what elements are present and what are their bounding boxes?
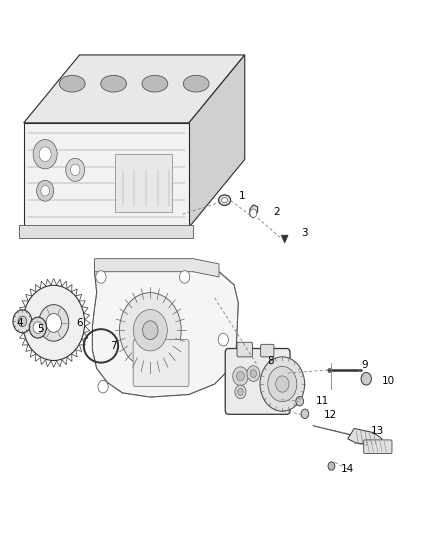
FancyBboxPatch shape xyxy=(19,225,193,238)
Text: 2: 2 xyxy=(274,207,280,216)
Circle shape xyxy=(237,372,244,381)
Text: 1: 1 xyxy=(239,191,246,201)
Text: 5: 5 xyxy=(38,324,44,334)
Circle shape xyxy=(23,285,85,360)
Circle shape xyxy=(66,158,85,181)
FancyBboxPatch shape xyxy=(237,342,252,357)
Polygon shape xyxy=(250,205,258,218)
Circle shape xyxy=(296,397,304,406)
Circle shape xyxy=(180,271,190,283)
Circle shape xyxy=(218,333,229,346)
Ellipse shape xyxy=(184,75,209,92)
Circle shape xyxy=(98,381,108,393)
Circle shape xyxy=(238,389,243,395)
Text: 8: 8 xyxy=(267,356,274,366)
FancyBboxPatch shape xyxy=(115,154,173,212)
Circle shape xyxy=(143,321,158,340)
Text: 11: 11 xyxy=(315,396,328,406)
Circle shape xyxy=(71,164,80,175)
Polygon shape xyxy=(24,55,245,123)
Circle shape xyxy=(276,376,289,392)
Text: 6: 6 xyxy=(76,318,83,328)
Text: 3: 3 xyxy=(301,228,308,238)
FancyBboxPatch shape xyxy=(225,349,290,414)
Circle shape xyxy=(46,313,61,332)
Circle shape xyxy=(133,310,167,351)
Ellipse shape xyxy=(219,195,230,205)
Circle shape xyxy=(250,370,257,377)
Polygon shape xyxy=(348,429,382,445)
Circle shape xyxy=(361,373,371,385)
Ellipse shape xyxy=(60,75,85,92)
Polygon shape xyxy=(95,259,219,277)
Polygon shape xyxy=(24,123,189,228)
Text: 13: 13 xyxy=(371,426,385,436)
Text: 7: 7 xyxy=(110,341,117,351)
Circle shape xyxy=(33,140,57,169)
Ellipse shape xyxy=(101,75,127,92)
Text: 14: 14 xyxy=(341,464,354,474)
Circle shape xyxy=(247,366,260,382)
Circle shape xyxy=(39,147,51,161)
Text: 12: 12 xyxy=(324,410,337,421)
Circle shape xyxy=(18,316,27,327)
Text: 10: 10 xyxy=(382,376,395,386)
Circle shape xyxy=(41,185,49,196)
Polygon shape xyxy=(281,235,288,243)
FancyBboxPatch shape xyxy=(133,340,189,386)
Circle shape xyxy=(233,367,248,385)
Circle shape xyxy=(250,209,257,217)
Circle shape xyxy=(13,310,32,333)
FancyBboxPatch shape xyxy=(261,344,274,357)
Circle shape xyxy=(235,385,246,399)
Text: 9: 9 xyxy=(362,360,368,370)
Circle shape xyxy=(29,317,46,338)
Circle shape xyxy=(36,180,54,201)
Circle shape xyxy=(328,462,335,470)
Text: 4: 4 xyxy=(16,318,23,328)
Ellipse shape xyxy=(222,198,228,203)
Circle shape xyxy=(96,271,106,283)
FancyBboxPatch shape xyxy=(364,440,392,454)
Circle shape xyxy=(260,357,305,411)
Polygon shape xyxy=(92,264,238,397)
Ellipse shape xyxy=(142,75,168,92)
Circle shape xyxy=(120,293,181,368)
Circle shape xyxy=(268,366,297,402)
Polygon shape xyxy=(189,55,245,228)
Circle shape xyxy=(39,305,69,341)
Circle shape xyxy=(301,409,309,418)
Circle shape xyxy=(33,322,42,333)
